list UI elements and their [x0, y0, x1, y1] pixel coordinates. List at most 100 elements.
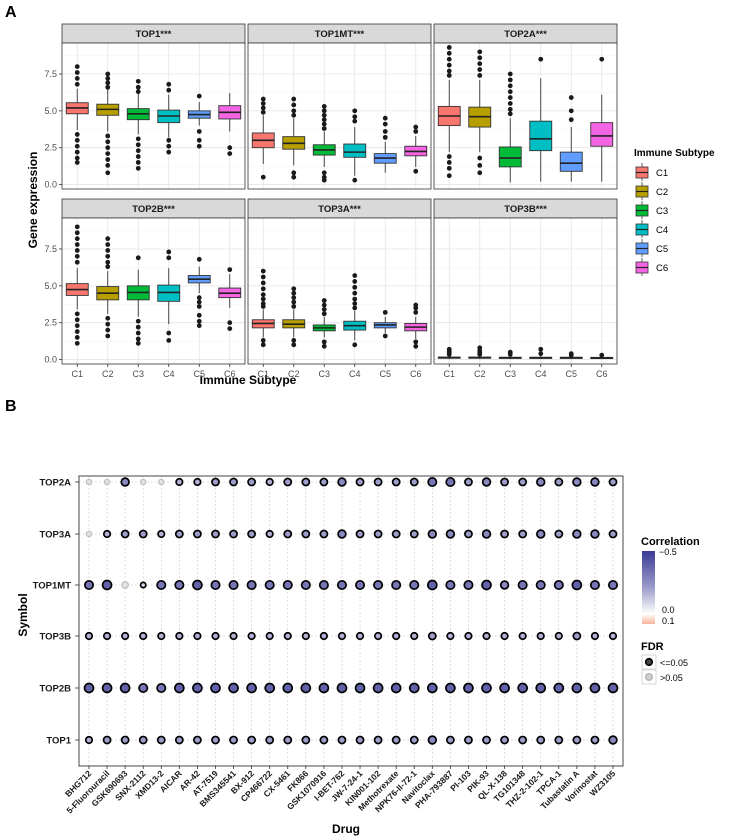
x-tick-label: C5	[565, 369, 577, 379]
outlier-point	[291, 96, 297, 102]
dot-TOP2A-AT-7519	[211, 477, 220, 487]
outlier-point	[135, 330, 141, 336]
facet-background	[248, 218, 431, 364]
outlier-point	[196, 312, 202, 318]
outlier-point	[196, 129, 202, 134]
dot-TOP1MT-PI-103	[463, 579, 474, 591]
dot-TOP2B-AR-42	[192, 682, 203, 694]
dot-TOP1MT-NPK76-II-72-1	[409, 579, 420, 591]
outlier-point	[446, 45, 452, 50]
dot-TOP3B-TPCA-1	[554, 631, 563, 641]
dot-TOP1-BHG712	[84, 735, 94, 745]
dot-TOP3B-NPK76-II-72-1	[410, 631, 419, 641]
outlier-point	[382, 333, 388, 339]
legend-label: C6	[656, 263, 668, 274]
outlier-point	[105, 236, 111, 242]
outlier-point	[260, 109, 266, 115]
outlier-point	[413, 305, 419, 311]
x-tick-label: C4	[163, 369, 175, 379]
box-C3	[312, 104, 336, 183]
facet-1: TOP1*** 0.0 2.5 5.0 7.5	[44, 23, 246, 190]
dot-TOP3B-AR-42	[193, 631, 202, 641]
box-C3	[126, 78, 150, 171]
y-tick-label: TOP3A	[39, 530, 71, 541]
box-C1	[65, 64, 89, 165]
panel-a-ylabel: Gene expression	[26, 152, 40, 249]
outlier-point	[446, 50, 452, 56]
outlier-point	[74, 335, 80, 340]
outlier-point	[260, 274, 266, 280]
dot-TOP3B-CX-5461	[283, 631, 292, 641]
box-C4	[529, 346, 553, 360]
dot-TOP3B-PIK-93	[482, 631, 491, 641]
outlier-point	[446, 160, 452, 165]
dot-TOP1-TG101348	[518, 735, 528, 745]
outlier-point	[74, 329, 80, 334]
dot-TOP2A-KIN001-102	[373, 477, 383, 487]
y-tick-label: 0.0	[44, 355, 57, 365]
y-tick-label: 0.0	[44, 180, 57, 190]
dot-TOP1MT-THZ-2-102-1	[535, 579, 546, 591]
outlier-point	[321, 302, 327, 308]
dot-TOP3A-TG101348	[518, 529, 528, 539]
box-C2	[282, 96, 306, 180]
x-tick-label: C3	[504, 369, 516, 379]
outlier-point	[227, 151, 233, 157]
dot-TOP2B-PHA-793887	[445, 682, 456, 694]
outlier-point	[352, 273, 358, 278]
dot-TOP2A-BMS345541	[229, 477, 238, 487]
outlier-point	[477, 352, 483, 357]
outlier-point	[105, 133, 111, 139]
outlier-point	[291, 174, 297, 180]
dot-TOP3B-AICAR	[175, 631, 184, 641]
outlier-point	[507, 101, 513, 106]
outlier-point	[568, 108, 574, 114]
dot-TOP1MT-Tubastatin A	[571, 579, 583, 591]
outlier-point	[105, 84, 111, 90]
outlier-point	[74, 317, 80, 323]
outlier-point	[105, 315, 111, 321]
outlier-point	[227, 145, 233, 151]
dot-TOP3B-Navitoclax	[427, 631, 437, 641]
outlier-point	[477, 163, 483, 168]
outlier-point	[105, 145, 111, 151]
dot-TOP1MT-QL-X-138	[499, 580, 510, 590]
outlier-point	[477, 155, 483, 161]
y-tick-label: TOP3B	[39, 632, 71, 643]
dot-TOP3A-TPCA-1	[554, 529, 564, 539]
outlier-point	[135, 336, 141, 342]
panel-a-label: A	[5, 4, 17, 21]
dot-TOP2A-CX-5461	[283, 477, 293, 487]
dot-TOP1MT-GSK690693	[121, 581, 129, 589]
dot-TOP2A-CP466722	[265, 477, 274, 487]
box-C1	[437, 346, 461, 360]
dot-TOP1-XMD13-2	[156, 735, 166, 745]
outlier-point	[135, 255, 141, 261]
outlier-point	[74, 253, 80, 259]
dot-TOP2B-WZ3105	[607, 682, 619, 694]
outlier-point	[568, 117, 574, 123]
box-C5	[559, 95, 583, 182]
dot-TOP2A-AR-42	[193, 477, 202, 487]
box-C5	[559, 351, 583, 360]
box-body	[343, 143, 367, 158]
outlier-point	[382, 309, 388, 315]
dot-TOP2A-Navitoclax	[427, 476, 438, 488]
legend-label: C4	[656, 225, 668, 236]
panel-b-label: B	[5, 398, 17, 415]
outlier-point	[260, 105, 266, 111]
box-C5	[373, 115, 397, 173]
outlier-point	[321, 104, 327, 109]
outlier-point	[74, 75, 80, 81]
outlier-point	[321, 117, 327, 123]
y-tick-label: 5.0	[44, 281, 57, 291]
box-C6	[404, 302, 428, 349]
outlier-point	[105, 333, 111, 339]
box-C4	[529, 56, 553, 182]
outlier-point	[507, 95, 513, 100]
dot-TOP1MT-JW-7-24-1	[355, 579, 366, 591]
box-C3	[312, 298, 336, 349]
outlier-point	[260, 280, 266, 286]
dot-TOP3B-TG101348	[518, 631, 527, 641]
dot-TOP1-I-BET-762	[337, 735, 347, 745]
